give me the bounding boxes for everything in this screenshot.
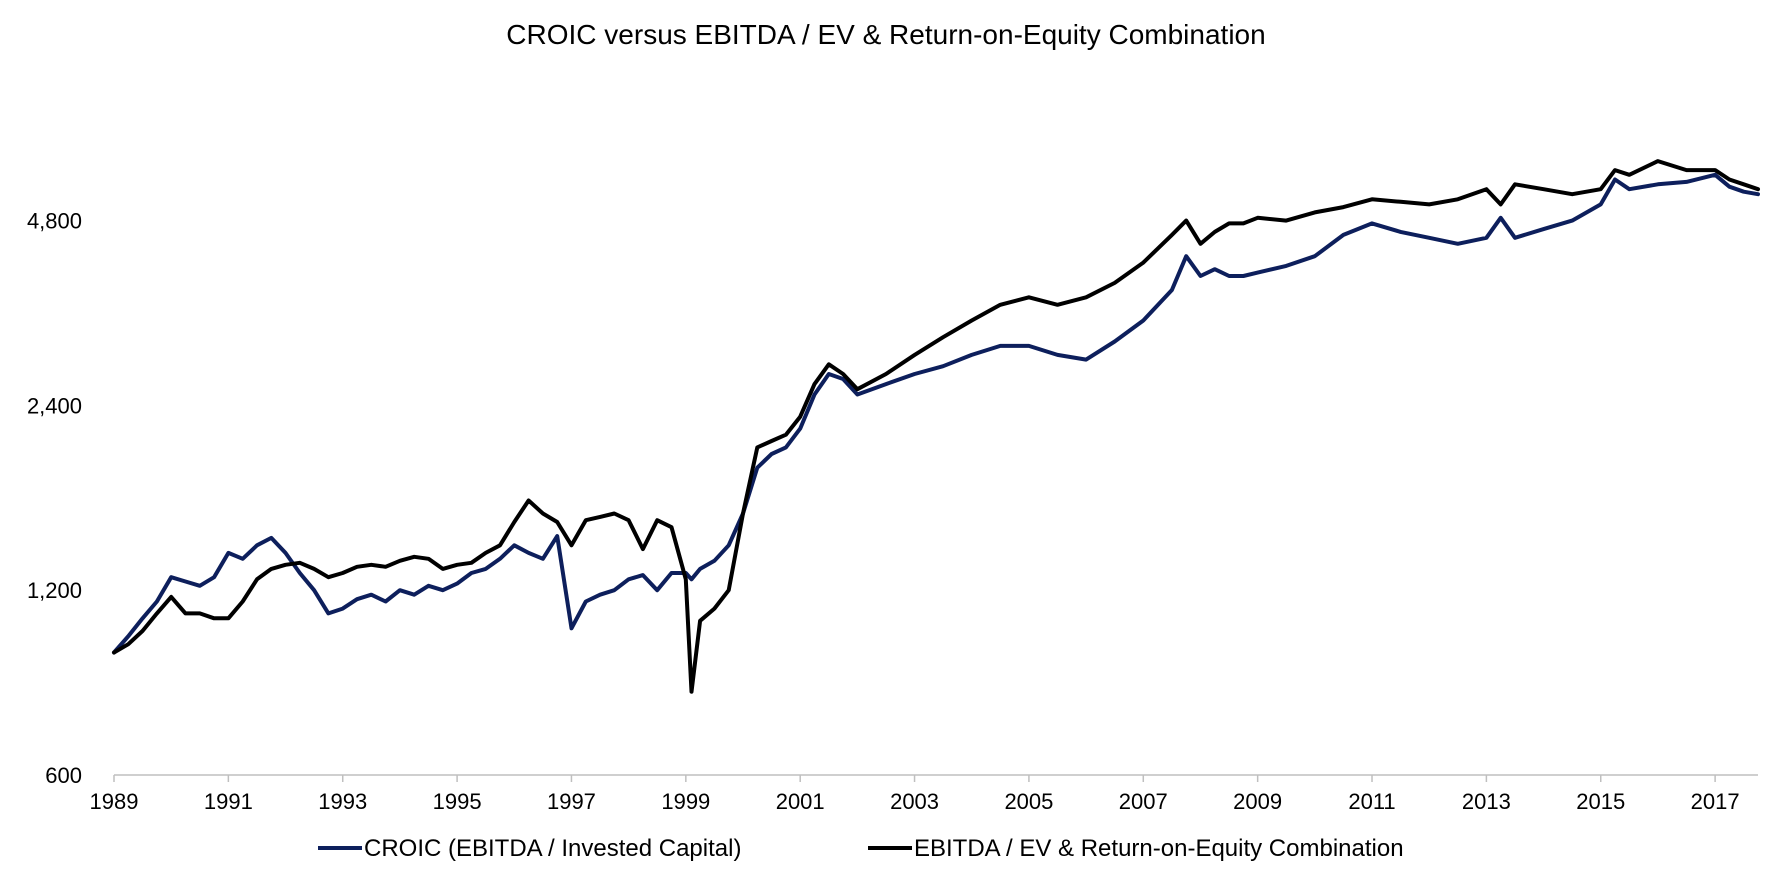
y-tick-label: 2,400 [27,393,82,418]
legend-label-2: EBITDA / EV & Return-on-Equity Combinati… [914,835,1404,862]
y-tick-label: 600 [45,763,82,788]
x-tick-label: 2015 [1576,789,1625,814]
x-tick-label: 2001 [776,789,825,814]
y-tick-label: 4,800 [27,209,82,234]
x-tick-label: 1999 [661,789,710,814]
x-axis-ticks: 1989 1991 1993 1995 1997 1999 2001 2003 2005 2007… [90,775,1740,814]
x-tick-label: 2007 [1119,789,1168,814]
x-tick-label: 2011 [1348,789,1395,814]
y-axis-ticks: 600 1,200 2,400 4,800 [27,209,82,788]
chart-title: CROIC versus EBITDA / EV & Return-on-Equ… [506,19,1265,50]
y-tick-label: 1,200 [27,578,82,603]
x-tick-label: 2017 [1691,789,1740,814]
x-tick-label: 2013 [1462,789,1511,814]
x-tick-label: 1989 [90,789,139,814]
x-tick-label: 1997 [547,789,596,814]
x-tick-label: 1993 [318,789,367,814]
series-layer [112,159,1760,694]
series-line-2 [112,159,1760,694]
x-tick-label: 1991 [204,789,253,814]
x-tick-label: 1995 [433,789,482,814]
series-line-1 [112,172,1760,655]
legend: CROIC (EBITDA / Invested Capital) EBITDA … [318,835,1404,862]
x-tick-label: 2005 [1004,789,1053,814]
x-tick-label: 2003 [890,789,939,814]
x-tick-label: 2009 [1233,789,1282,814]
legend-label-1: CROIC (EBITDA / Invested Capital) [364,835,741,862]
